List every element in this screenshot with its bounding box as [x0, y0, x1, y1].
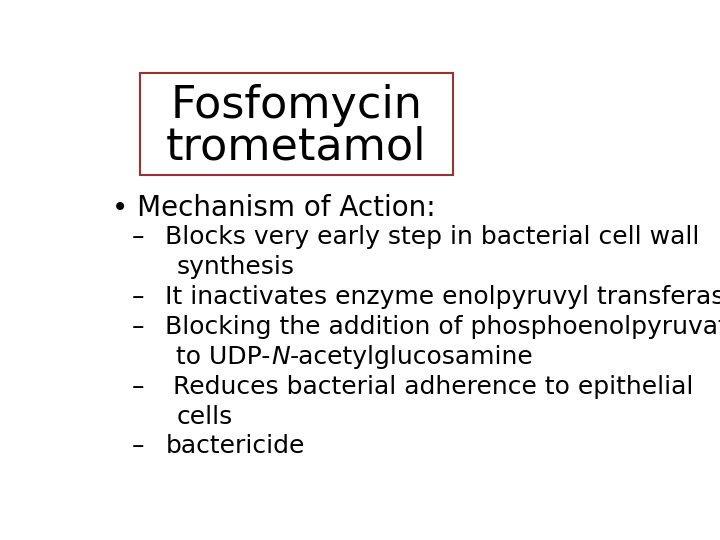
- Text: –: –: [132, 375, 144, 399]
- Text: –: –: [132, 225, 144, 249]
- Text: N: N: [271, 345, 289, 369]
- Text: It inactivates enzyme enolpyruvyl transferase: It inactivates enzyme enolpyruvyl transf…: [166, 285, 720, 309]
- Text: cells: cells: [176, 404, 233, 429]
- Text: to UDP-: to UDP-: [176, 345, 271, 369]
- Text: –: –: [132, 285, 144, 309]
- Text: –: –: [132, 315, 144, 339]
- Text: Blocks very early step in bacterial cell wall: Blocks very early step in bacterial cell…: [166, 225, 700, 249]
- Text: –: –: [132, 435, 144, 458]
- Text: • Mechanism of Action:: • Mechanism of Action:: [112, 194, 436, 222]
- Text: -acetylglucosamine: -acetylglucosamine: [289, 345, 534, 369]
- Text: trometamol: trometamol: [166, 126, 427, 169]
- Text: bactericide: bactericide: [166, 435, 305, 458]
- Text: Fosfomycin: Fosfomycin: [171, 84, 423, 127]
- Text: synthesis: synthesis: [176, 255, 294, 279]
- Text: Blocking the addition of phosphoenolpyruvate: Blocking the addition of phosphoenolpyru…: [166, 315, 720, 339]
- FancyBboxPatch shape: [140, 73, 453, 175]
- Text: Reduces bacterial adherence to epithelial: Reduces bacterial adherence to epithelia…: [166, 375, 693, 399]
